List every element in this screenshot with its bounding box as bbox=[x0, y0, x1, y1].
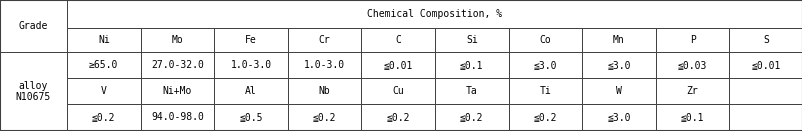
Text: ≥65.0: ≥65.0 bbox=[89, 60, 119, 70]
Text: ≦0.2: ≦0.2 bbox=[92, 113, 115, 122]
Text: ≦0.1: ≦0.1 bbox=[680, 113, 703, 122]
Text: Cu: Cu bbox=[392, 86, 403, 96]
Bar bbox=[214, 104, 287, 131]
Text: ≦0.2: ≦0.2 bbox=[533, 113, 557, 122]
Bar bbox=[287, 52, 361, 78]
Text: ≦0.5: ≦0.5 bbox=[239, 113, 262, 122]
Bar bbox=[361, 78, 435, 104]
Bar bbox=[67, 52, 140, 78]
Text: ≦3.0: ≦3.0 bbox=[606, 60, 630, 70]
Bar bbox=[435, 28, 508, 52]
Text: alloy
N10675: alloy N10675 bbox=[16, 81, 51, 102]
Bar bbox=[140, 52, 214, 78]
Bar bbox=[581, 78, 655, 104]
Bar bbox=[508, 78, 581, 104]
Text: Chemical Composition, %: Chemical Composition, % bbox=[367, 9, 502, 19]
Bar bbox=[67, 28, 140, 52]
Text: 1.0-3.0: 1.0-3.0 bbox=[304, 60, 345, 70]
Bar bbox=[581, 104, 655, 131]
Bar bbox=[0, 0, 67, 52]
Bar bbox=[581, 52, 655, 78]
Text: Cr: Cr bbox=[318, 35, 330, 45]
Bar bbox=[214, 78, 287, 104]
Bar bbox=[67, 0, 802, 28]
Text: S: S bbox=[763, 35, 768, 45]
Text: Ni: Ni bbox=[98, 35, 110, 45]
Text: 27.0-32.0: 27.0-32.0 bbox=[151, 60, 204, 70]
Bar bbox=[435, 52, 508, 78]
Bar bbox=[140, 78, 214, 104]
Text: Nb: Nb bbox=[318, 86, 330, 96]
Text: 1.0-3.0: 1.0-3.0 bbox=[230, 60, 271, 70]
Text: ≦0.01: ≦0.01 bbox=[383, 60, 412, 70]
Text: ≦0.01: ≦0.01 bbox=[751, 60, 780, 70]
Text: V: V bbox=[101, 86, 107, 96]
Text: ≦0.03: ≦0.03 bbox=[677, 60, 707, 70]
Bar bbox=[214, 52, 287, 78]
Bar bbox=[140, 104, 214, 131]
Text: Mo: Mo bbox=[172, 35, 183, 45]
Text: ≦0.2: ≦0.2 bbox=[313, 113, 336, 122]
Bar bbox=[728, 104, 802, 131]
Text: Ta: Ta bbox=[465, 86, 477, 96]
Bar bbox=[655, 28, 728, 52]
Text: 94.0-98.0: 94.0-98.0 bbox=[151, 113, 204, 122]
Bar bbox=[435, 104, 508, 131]
Bar bbox=[361, 104, 435, 131]
Bar bbox=[655, 78, 728, 104]
Text: ≦3.0: ≦3.0 bbox=[606, 113, 630, 122]
Text: ≦0.2: ≦0.2 bbox=[386, 113, 410, 122]
Bar bbox=[581, 28, 655, 52]
Bar bbox=[214, 28, 287, 52]
Bar bbox=[140, 28, 214, 52]
Text: W: W bbox=[615, 86, 622, 96]
Text: Co: Co bbox=[539, 35, 551, 45]
Bar bbox=[728, 78, 802, 104]
Text: Fe: Fe bbox=[245, 35, 257, 45]
Bar bbox=[0, 52, 67, 131]
Text: ≦3.0: ≦3.0 bbox=[533, 60, 557, 70]
Text: ≦0.1: ≦0.1 bbox=[460, 60, 483, 70]
Text: Si: Si bbox=[465, 35, 477, 45]
Bar bbox=[361, 52, 435, 78]
Text: Ti: Ti bbox=[539, 86, 551, 96]
Text: C: C bbox=[395, 35, 401, 45]
Bar bbox=[728, 28, 802, 52]
Text: Ni+Mo: Ni+Mo bbox=[163, 86, 192, 96]
Text: Al: Al bbox=[245, 86, 257, 96]
Text: P: P bbox=[689, 35, 695, 45]
Text: Grade: Grade bbox=[18, 21, 48, 31]
Bar bbox=[435, 78, 508, 104]
Text: Zr: Zr bbox=[686, 86, 698, 96]
Bar bbox=[287, 104, 361, 131]
Bar bbox=[67, 104, 140, 131]
Bar bbox=[287, 78, 361, 104]
Bar bbox=[67, 78, 140, 104]
Bar bbox=[361, 28, 435, 52]
Bar bbox=[287, 28, 361, 52]
Bar bbox=[655, 104, 728, 131]
Text: Mn: Mn bbox=[613, 35, 624, 45]
Bar bbox=[508, 104, 581, 131]
Bar bbox=[508, 28, 581, 52]
Bar bbox=[655, 52, 728, 78]
Bar bbox=[728, 52, 802, 78]
Text: ≦0.2: ≦0.2 bbox=[460, 113, 483, 122]
Bar bbox=[508, 52, 581, 78]
